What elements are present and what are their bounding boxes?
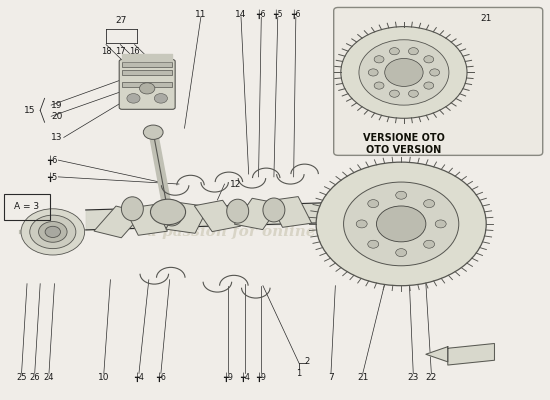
Polygon shape [426, 347, 448, 362]
FancyBboxPatch shape [334, 8, 543, 155]
Text: ╈6: ╈6 [47, 155, 58, 165]
Bar [122, 70, 172, 75]
FancyBboxPatch shape [119, 60, 175, 109]
Text: 1: 1 [296, 369, 302, 378]
Text: 21: 21 [357, 373, 368, 382]
Circle shape [45, 226, 60, 238]
Text: 15: 15 [24, 106, 35, 115]
Text: ╈5: ╈5 [47, 172, 58, 182]
Text: ╈4: ╈4 [134, 373, 144, 382]
Text: ╈6: ╈6 [256, 10, 266, 19]
Text: 22: 22 [426, 373, 437, 382]
Text: 20: 20 [51, 112, 63, 121]
Text: A = 3: A = 3 [14, 202, 40, 211]
Text: 10: 10 [98, 373, 109, 382]
Circle shape [389, 90, 399, 97]
Text: a passion for online: a passion for online [147, 225, 315, 239]
Circle shape [409, 48, 419, 55]
Circle shape [395, 249, 406, 257]
Circle shape [144, 125, 163, 140]
Text: 14: 14 [235, 10, 246, 19]
Circle shape [409, 90, 419, 97]
Ellipse shape [161, 202, 183, 226]
Text: 24: 24 [43, 373, 54, 382]
Circle shape [374, 82, 384, 89]
Circle shape [344, 182, 459, 266]
Circle shape [395, 191, 406, 199]
Text: 7: 7 [328, 373, 334, 382]
Text: ╈5: ╈5 [273, 10, 283, 19]
Circle shape [368, 200, 379, 208]
Circle shape [39, 222, 67, 242]
Polygon shape [234, 198, 280, 230]
Text: ╈6: ╈6 [291, 10, 301, 19]
Ellipse shape [227, 199, 249, 223]
Text: 17: 17 [115, 47, 125, 56]
Text: ╈9: ╈9 [223, 373, 233, 382]
Circle shape [384, 58, 423, 86]
Polygon shape [269, 196, 312, 227]
Text: ╈9: ╈9 [256, 373, 266, 382]
Text: 27: 27 [116, 16, 127, 25]
Circle shape [155, 94, 167, 103]
Text: 12: 12 [230, 180, 241, 188]
Text: VERSIONE OTO
OTO VERSION: VERSIONE OTO OTO VERSION [363, 133, 445, 156]
Circle shape [140, 83, 155, 94]
Text: 18: 18 [101, 47, 111, 56]
Text: 16: 16 [129, 47, 140, 56]
Polygon shape [194, 200, 240, 232]
Circle shape [21, 209, 85, 255]
Circle shape [359, 40, 449, 105]
Circle shape [356, 220, 367, 228]
Circle shape [368, 240, 379, 248]
Circle shape [424, 240, 434, 248]
Text: 13: 13 [51, 133, 63, 142]
Circle shape [389, 48, 399, 55]
Text: ╈4: ╈4 [240, 373, 250, 382]
Bar [122, 82, 172, 87]
Circle shape [424, 56, 434, 63]
Text: 23: 23 [408, 373, 419, 382]
Circle shape [377, 206, 426, 242]
Text: 26: 26 [29, 373, 40, 382]
Circle shape [341, 27, 467, 118]
Circle shape [374, 56, 384, 63]
Text: ╈6: ╈6 [156, 373, 166, 382]
Text: 19: 19 [51, 101, 63, 110]
Polygon shape [166, 202, 208, 233]
Text: 11: 11 [195, 10, 207, 19]
Circle shape [430, 69, 439, 76]
Circle shape [424, 82, 434, 89]
Polygon shape [448, 344, 494, 365]
Circle shape [368, 69, 378, 76]
Circle shape [316, 162, 486, 286]
Polygon shape [94, 206, 144, 238]
Circle shape [151, 199, 185, 225]
Text: 21: 21 [481, 14, 492, 23]
Circle shape [435, 220, 446, 228]
Ellipse shape [122, 197, 144, 221]
Text: 2: 2 [304, 357, 310, 366]
Polygon shape [125, 204, 167, 235]
Bar [122, 62, 172, 67]
Circle shape [30, 215, 76, 249]
Text: 25: 25 [16, 373, 27, 382]
Ellipse shape [263, 198, 285, 222]
Circle shape [424, 200, 434, 208]
Circle shape [127, 94, 140, 103]
